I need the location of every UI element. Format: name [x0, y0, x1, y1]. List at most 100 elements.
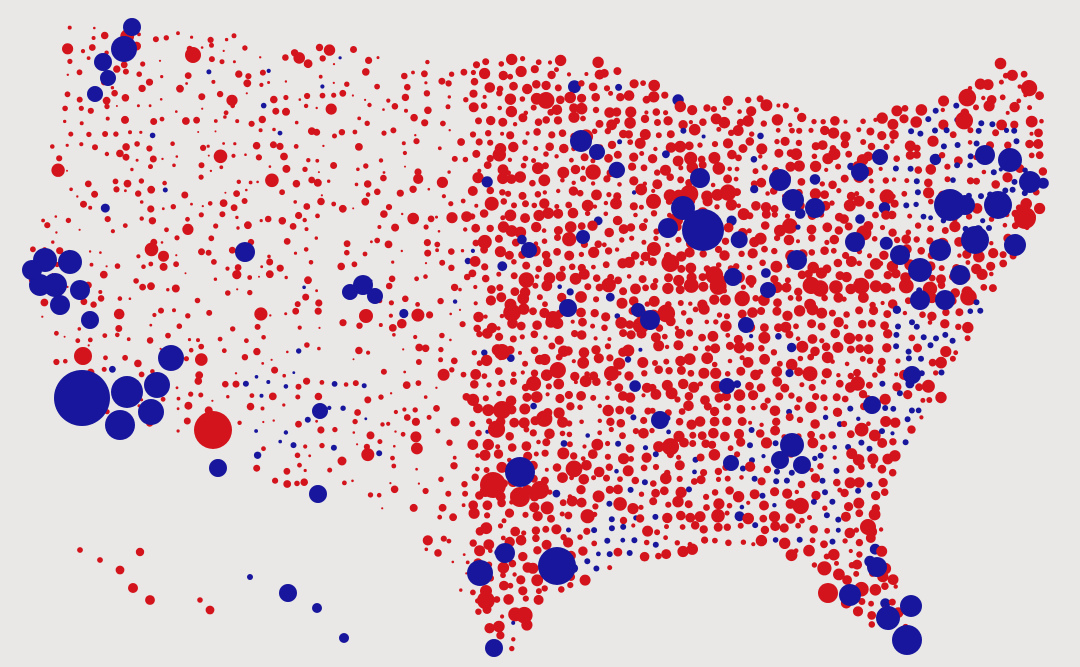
- county-bubble: [725, 486, 734, 495]
- county-bubble: [840, 140, 850, 149]
- county-bubble: [604, 247, 613, 255]
- county-bubble: [604, 366, 619, 381]
- county-bubble: [639, 260, 645, 266]
- county-bubble: [709, 294, 720, 305]
- county-bubble: [788, 392, 795, 399]
- county-bubble: [640, 251, 651, 262]
- county-bubble: [248, 180, 253, 185]
- county-bubble: [312, 403, 328, 419]
- county-bubble: [479, 449, 491, 461]
- county-bubble: [402, 295, 409, 303]
- county-bubble: [511, 637, 516, 642]
- county-bubble: [905, 229, 912, 236]
- county-bubble: [866, 127, 875, 136]
- county-bubble: [115, 565, 125, 575]
- county-bubble: [734, 511, 745, 522]
- county-bubble: [879, 393, 891, 405]
- county-bubble: [684, 391, 694, 401]
- county-bubble: [322, 144, 325, 148]
- county-bubble: [282, 107, 290, 116]
- county-bubble: [482, 328, 493, 339]
- county-bubble: [724, 268, 742, 286]
- county-bubble: [782, 488, 793, 499]
- county-bubble: [194, 297, 201, 304]
- county-bubble: [860, 118, 866, 125]
- county-bubble: [198, 392, 204, 398]
- county-bubble: [780, 321, 792, 333]
- county-bubble: [941, 227, 949, 234]
- county-bubble: [584, 72, 589, 76]
- county-bubble: [928, 358, 937, 367]
- county-bubble: [914, 166, 923, 174]
- county-bubble: [545, 383, 552, 390]
- county-bubble: [277, 130, 283, 136]
- county-bubble: [488, 548, 493, 553]
- county-bubble: [855, 333, 863, 342]
- county-bubble: [747, 307, 758, 318]
- county-bubble: [206, 309, 213, 316]
- county-bubble: [902, 439, 909, 446]
- county-bubble: [774, 148, 784, 158]
- county-bubble: [786, 342, 797, 353]
- county-bubble: [295, 383, 302, 390]
- county-bubble: [840, 420, 848, 428]
- county-bubble: [877, 357, 886, 366]
- county-bubble: [440, 535, 447, 542]
- county-bubble: [216, 90, 224, 98]
- county-bubble: [570, 164, 581, 175]
- county-bubble: [589, 144, 605, 160]
- county-bubble: [538, 174, 551, 187]
- county-bubble: [760, 437, 773, 449]
- county-bubble: [138, 178, 145, 184]
- county-bubble: [486, 186, 495, 195]
- county-bubble: [41, 315, 44, 318]
- county-bubble: [122, 143, 130, 151]
- county-bubble: [109, 365, 116, 373]
- county-bubble: [676, 365, 686, 375]
- county-bubble: [835, 163, 842, 170]
- county-bubble: [710, 367, 722, 379]
- county-bubble: [473, 324, 482, 333]
- county-bubble: [625, 320, 634, 329]
- county-bubble: [1004, 234, 1026, 256]
- county-bubble: [789, 127, 795, 134]
- county-bubble: [304, 416, 311, 423]
- county-bubble: [494, 344, 510, 360]
- county-bubble: [622, 344, 635, 357]
- county-bubble: [661, 91, 669, 99]
- county-bubble: [244, 153, 247, 156]
- county-bubble: [481, 373, 488, 379]
- county-bubble: [996, 119, 1007, 131]
- county-bubble: [568, 80, 581, 94]
- county-bubble: [457, 138, 465, 146]
- county-bubble: [887, 118, 899, 130]
- county-bubble: [788, 122, 793, 128]
- county-bubble: [855, 538, 864, 547]
- county-bubble: [385, 204, 393, 211]
- county-bubble: [520, 370, 525, 375]
- county-bubble: [304, 342, 310, 348]
- county-bubble: [619, 432, 626, 440]
- county-bubble: [290, 442, 297, 449]
- county-bubble: [913, 236, 920, 243]
- county-bubble: [639, 151, 645, 156]
- county-bubble: [242, 380, 249, 387]
- county-bubble: [829, 234, 840, 245]
- county-bubble: [542, 525, 550, 533]
- county-bubble: [627, 486, 634, 493]
- county-bubble: [413, 138, 420, 145]
- county-bubble: [518, 191, 527, 200]
- county-bubble: [734, 166, 740, 172]
- county-bubble: [782, 218, 798, 234]
- county-bubble: [652, 463, 660, 471]
- county-bubble: [365, 56, 373, 64]
- county-bubble: [200, 144, 207, 151]
- county-bubble: [721, 391, 731, 402]
- county-bubble: [302, 293, 310, 301]
- county-bubble: [613, 117, 621, 125]
- county-bubble: [413, 334, 418, 340]
- county-bubble: [824, 239, 830, 245]
- county-bubble: [295, 394, 301, 400]
- county-bubble: [680, 310, 687, 316]
